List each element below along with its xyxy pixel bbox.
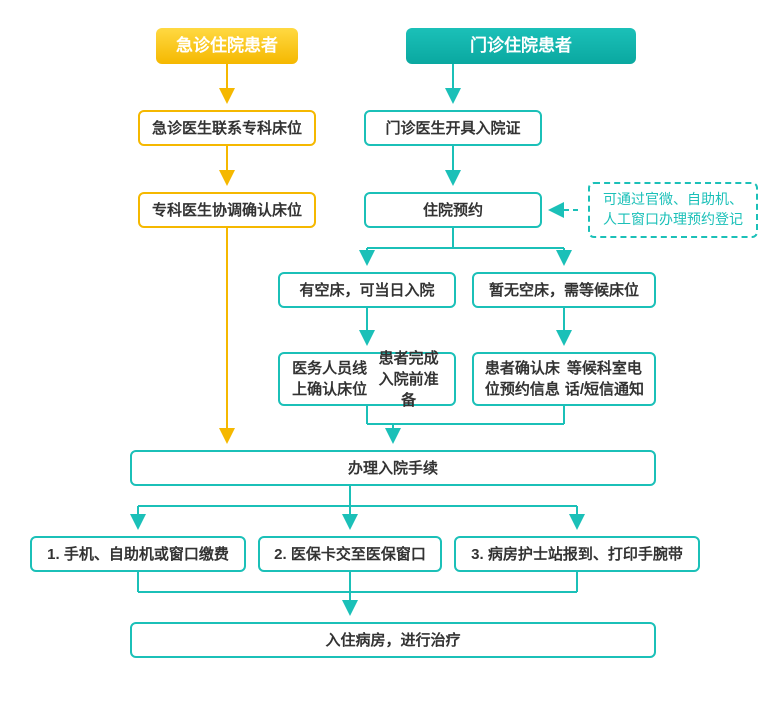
node-c1: 有空床，可当日入院 xyxy=(278,272,456,308)
node-c2: 暂无空床，需等候床位 xyxy=(472,272,656,308)
node-e: 办理入院手续 xyxy=(130,450,656,486)
node-b2: 门诊医生开具入院证 xyxy=(364,110,542,146)
arrow-17 xyxy=(138,572,577,612)
node-f3: 3. 病房护士站报到、打印手腕带 xyxy=(454,536,700,572)
node-b3: 住院预约 xyxy=(364,192,542,228)
arrow-13 xyxy=(138,486,577,526)
node-g: 入住病房，进行治疗 xyxy=(130,622,656,658)
node-f1: 1. 手机、自助机或窗口缴费 xyxy=(30,536,246,572)
node-d1: 医务人员线上确认床位患者完成入院前准备 xyxy=(278,352,456,406)
node-note: 可通过官微、自助机、人工窗口办理预约登记 xyxy=(588,182,758,238)
node-d2: 患者确认床位预约信息等候科室电话/短信通知 xyxy=(472,352,656,406)
node-f2: 2. 医保卡交至医保窗口 xyxy=(258,536,442,572)
arrow-11 xyxy=(367,406,564,440)
arrow-6 xyxy=(367,228,564,262)
node-a3: 专科医生协调确认床位 xyxy=(138,192,316,228)
node-a2: 急诊医生联系专科床位 xyxy=(138,110,316,146)
node-a1: 急诊住院患者 xyxy=(156,28,298,64)
node-b1: 门诊住院患者 xyxy=(406,28,636,64)
